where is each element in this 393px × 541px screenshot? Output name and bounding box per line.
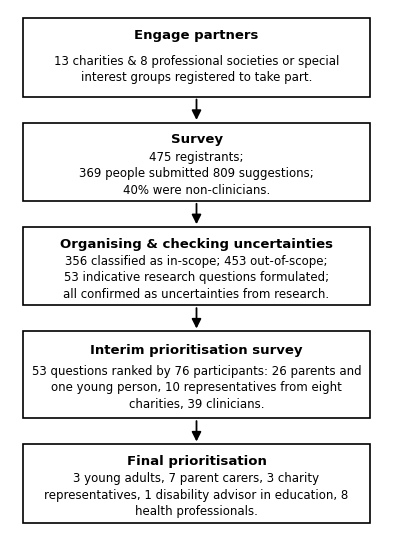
Text: 3 young adults, 7 parent carers, 3 charity
representatives, 1 disability advisor: 3 young adults, 7 parent carers, 3 chari… (44, 472, 349, 518)
Bar (23, 331, 370, 418)
Bar (23, 227, 370, 305)
Text: Organising & checking uncertainties: Organising & checking uncertainties (60, 237, 333, 250)
Text: Survey: Survey (171, 134, 222, 147)
Bar (23, 18, 370, 97)
Bar (23, 444, 370, 523)
Text: Interim prioritisation survey: Interim prioritisation survey (90, 344, 303, 357)
Bar (23, 123, 370, 201)
Text: 13 charities & 8 professional societies or special
interest groups registered to: 13 charities & 8 professional societies … (54, 55, 339, 84)
Text: Final prioritisation: Final prioritisation (127, 455, 266, 468)
Text: 53 questions ranked by 76 participants: 26 parents and
one young person, 10 repr: 53 questions ranked by 76 participants: … (32, 365, 361, 411)
Text: 475 registrants;
369 people submitted 809 suggestions;
40% were non-clinicians.: 475 registrants; 369 people submitted 80… (79, 150, 314, 196)
Text: Engage partners: Engage partners (134, 29, 259, 42)
Text: 356 classified as in-scope; 453 out-of-scope;
53 indicative research questions f: 356 classified as in-scope; 453 out-of-s… (63, 255, 330, 301)
